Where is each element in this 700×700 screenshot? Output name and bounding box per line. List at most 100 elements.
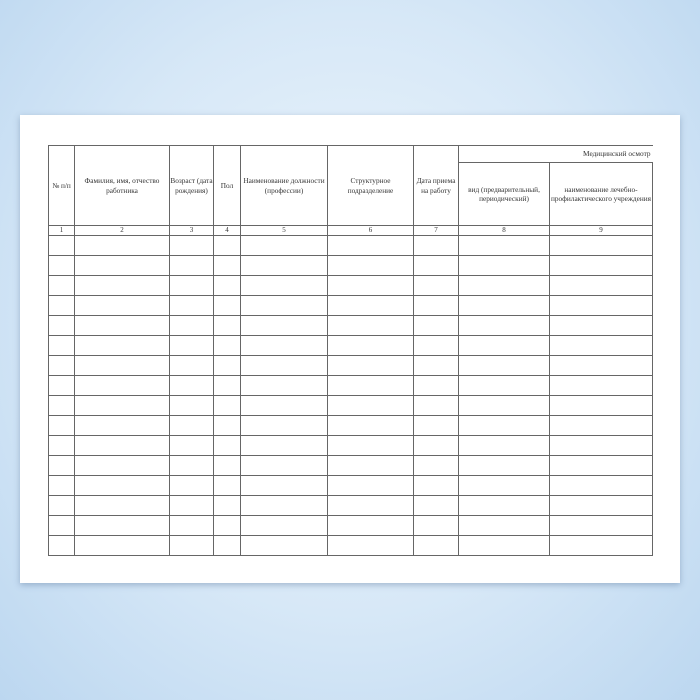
table-cell bbox=[327, 355, 414, 376]
table-cell bbox=[413, 415, 459, 436]
table-cell bbox=[458, 495, 550, 516]
table-cell bbox=[327, 315, 414, 336]
table-cell bbox=[169, 375, 214, 396]
table-cell bbox=[327, 535, 414, 556]
table-cell bbox=[213, 475, 241, 496]
table-cell bbox=[169, 475, 214, 496]
table-row bbox=[48, 395, 653, 416]
table-cell bbox=[48, 335, 75, 356]
table-cell bbox=[327, 415, 414, 436]
table-cell bbox=[213, 235, 241, 256]
table-cell bbox=[458, 515, 550, 536]
table-cell bbox=[458, 455, 550, 476]
table-cell bbox=[458, 475, 550, 496]
table-cell bbox=[74, 395, 170, 416]
table-cell bbox=[169, 455, 214, 476]
table-cell bbox=[458, 435, 550, 456]
table-cell bbox=[48, 315, 75, 336]
table-cell bbox=[458, 275, 550, 296]
table-cell bbox=[213, 255, 241, 276]
table-cell bbox=[213, 295, 241, 316]
table-cell bbox=[74, 435, 170, 456]
table-cell bbox=[327, 275, 414, 296]
header-cell-hire-date: Дата приема на работу bbox=[413, 145, 459, 226]
table-cell bbox=[74, 375, 170, 396]
table-cell bbox=[169, 435, 214, 456]
table-row bbox=[48, 495, 653, 516]
table-cell bbox=[327, 435, 414, 456]
table-cell bbox=[74, 515, 170, 536]
table-cell bbox=[74, 355, 170, 376]
table-cell bbox=[169, 315, 214, 336]
table-cell bbox=[549, 495, 653, 516]
table-cell bbox=[213, 495, 241, 516]
table-row bbox=[48, 255, 653, 276]
table-cell bbox=[413, 475, 459, 496]
table-row bbox=[48, 455, 653, 476]
table-row bbox=[48, 475, 653, 496]
table-cell bbox=[240, 495, 328, 516]
header-cell-institution: наименование лечебно-профилактического у… bbox=[549, 162, 653, 226]
table-cell bbox=[169, 515, 214, 536]
table-cell bbox=[74, 475, 170, 496]
table-cell bbox=[48, 495, 75, 516]
table-cell bbox=[240, 535, 328, 556]
table-cell bbox=[458, 235, 550, 256]
table-cell bbox=[240, 415, 328, 436]
table-cell bbox=[74, 255, 170, 276]
table-cell bbox=[74, 415, 170, 436]
table-cell bbox=[74, 235, 170, 256]
table-cell bbox=[169, 295, 214, 316]
header-cell-position: Наименование должности (профессии) bbox=[240, 145, 328, 226]
header-cell-number: № п/п bbox=[48, 145, 75, 226]
table-row bbox=[48, 335, 653, 356]
table-cell bbox=[213, 315, 241, 336]
table-cell bbox=[549, 295, 653, 316]
table-cell bbox=[413, 395, 459, 416]
table-cell bbox=[74, 455, 170, 476]
table-cell bbox=[240, 455, 328, 476]
table-cell bbox=[169, 495, 214, 516]
table-cell bbox=[413, 435, 459, 456]
table-cell bbox=[327, 295, 414, 316]
column-number: 1 bbox=[48, 225, 75, 236]
column-number: 5 bbox=[240, 225, 328, 236]
table-cell bbox=[74, 315, 170, 336]
table-cell bbox=[74, 335, 170, 356]
table-cell bbox=[240, 375, 328, 396]
table-cell bbox=[549, 335, 653, 356]
table-cell bbox=[213, 415, 241, 436]
table-cell bbox=[413, 295, 459, 316]
table-row bbox=[48, 415, 653, 436]
table-cell bbox=[549, 415, 653, 436]
table-cell bbox=[48, 275, 75, 296]
table-cell bbox=[169, 275, 214, 296]
table-cell bbox=[213, 395, 241, 416]
table-cell bbox=[74, 495, 170, 516]
table-cell bbox=[549, 535, 653, 556]
header-cell-medical-exam: Медицинский осмотр bbox=[458, 145, 653, 163]
table-cell bbox=[458, 355, 550, 376]
table-cell bbox=[458, 295, 550, 316]
table-cell bbox=[48, 535, 75, 556]
header-cell-sex: Пол bbox=[213, 145, 241, 226]
table-cell bbox=[213, 535, 241, 556]
table-cell bbox=[458, 335, 550, 356]
table-cell bbox=[327, 335, 414, 356]
table-cell bbox=[413, 495, 459, 516]
header-cell-name: Фамилия, имя, отчество работника bbox=[74, 145, 170, 226]
header-cell-department: Структурное подразделение bbox=[327, 145, 414, 226]
table-cell bbox=[74, 275, 170, 296]
column-number: 9 bbox=[549, 225, 653, 236]
journal-page: № п/п Фамилия, имя, отчество работника В… bbox=[20, 115, 680, 583]
column-number: 6 bbox=[327, 225, 414, 236]
table-cell bbox=[240, 335, 328, 356]
column-number: 3 bbox=[169, 225, 214, 236]
table-cell bbox=[48, 255, 75, 276]
table-cell bbox=[240, 395, 328, 416]
table-cell bbox=[413, 375, 459, 396]
table-cell bbox=[327, 375, 414, 396]
table-cell bbox=[549, 315, 653, 336]
table-cell bbox=[549, 275, 653, 296]
table-cell bbox=[240, 295, 328, 316]
